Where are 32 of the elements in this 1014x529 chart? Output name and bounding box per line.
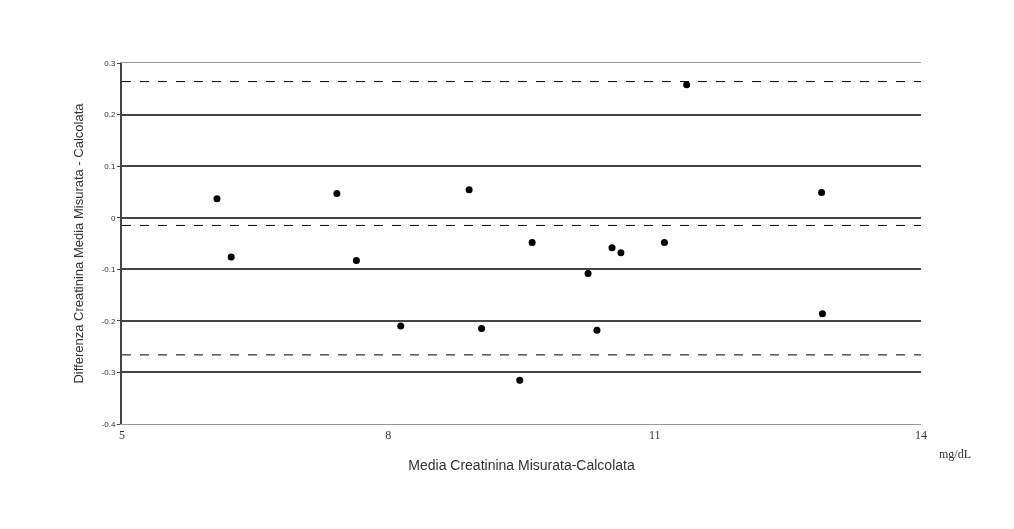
point — [516, 376, 524, 384]
point — [528, 238, 536, 246]
point — [227, 253, 235, 261]
point — [818, 188, 826, 196]
point — [584, 269, 592, 277]
point — [608, 244, 616, 252]
x-tick-label: 5 — [119, 428, 125, 443]
x-tick-label: 11 — [648, 428, 661, 443]
y-tick-label: -0.4 — [101, 419, 116, 429]
point — [397, 322, 405, 330]
y-tick-label: 0 — [110, 213, 116, 223]
point — [213, 195, 221, 203]
y-tick-label: 0.1 — [104, 161, 116, 171]
x-axis-title: Media Creatinina Misurata-Calcolata — [408, 456, 635, 473]
y-tick-label: -0.3 — [101, 368, 116, 378]
point — [465, 186, 473, 194]
point — [660, 238, 668, 246]
point — [617, 249, 625, 257]
y-tick-label: 0.2 — [104, 110, 116, 120]
y-tick-label: 0.3 — [104, 58, 116, 68]
point — [352, 257, 360, 265]
text: mg/dL — [939, 447, 971, 461]
y-tick-label: -0.1 — [101, 265, 116, 275]
point — [478, 325, 486, 333]
point — [593, 326, 601, 334]
x-tick-label: 14 — [915, 428, 927, 443]
y-tick-label: -0.2 — [101, 316, 116, 326]
point — [683, 81, 691, 89]
x-tick-label: 8 — [385, 428, 392, 443]
point — [333, 189, 341, 197]
point — [818, 310, 826, 318]
y-axis-title: Differenza Creatinina Media Misurata - Calcolata — [71, 102, 87, 384]
